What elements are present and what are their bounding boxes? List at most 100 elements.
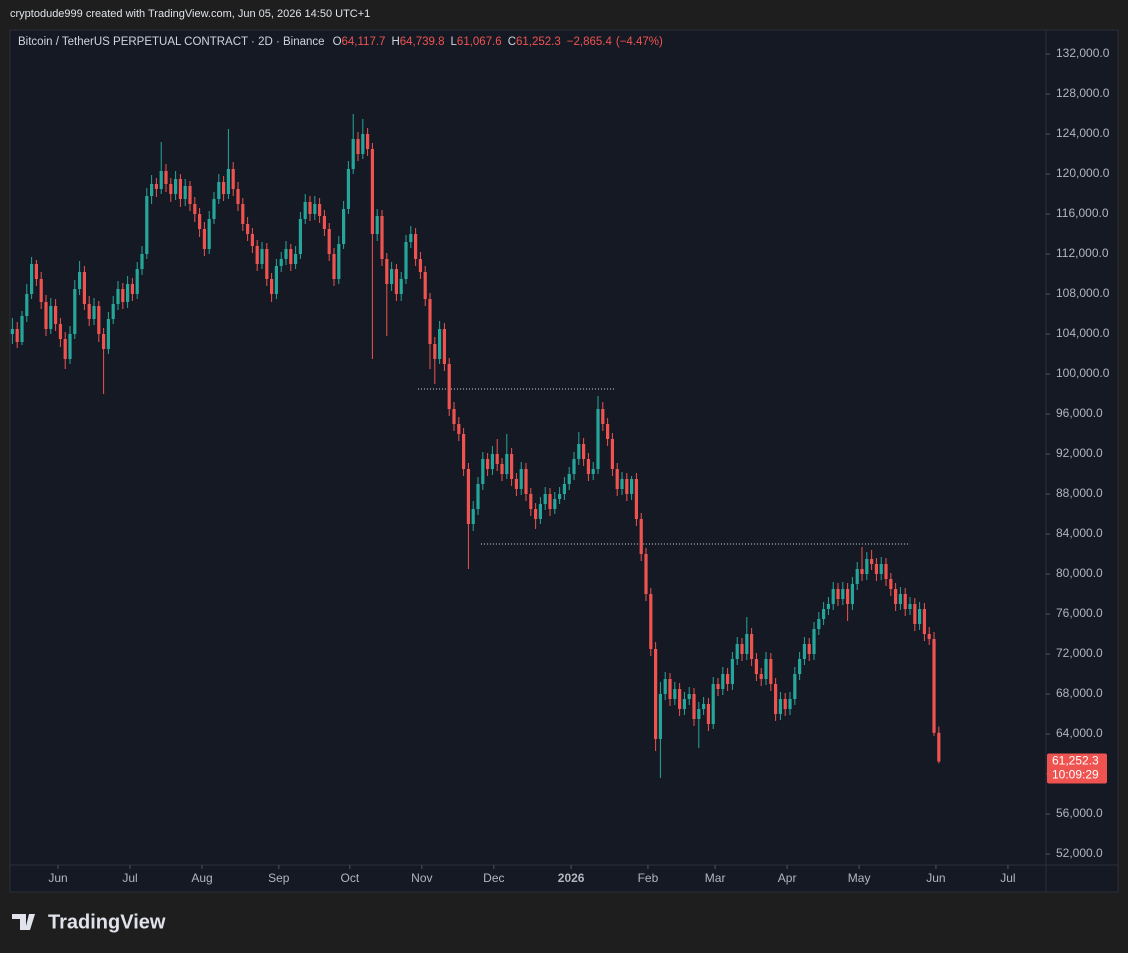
candle-body bbox=[140, 254, 144, 269]
legend-key: L bbox=[451, 36, 458, 48]
candle-body bbox=[610, 439, 615, 469]
candle-body bbox=[476, 484, 480, 509]
candle-body bbox=[582, 444, 586, 459]
candle-body bbox=[634, 479, 639, 519]
candle-body bbox=[894, 589, 898, 604]
candle-body bbox=[673, 689, 677, 699]
candle-body bbox=[730, 659, 735, 684]
y-tick-label: 132,000.0 bbox=[1056, 46, 1110, 60]
candle-body bbox=[519, 469, 523, 489]
candle-body bbox=[174, 179, 178, 194]
y-tick-label: 76,000.0 bbox=[1056, 606, 1103, 620]
candle-body bbox=[697, 709, 701, 719]
candle-body bbox=[836, 589, 840, 599]
header: cryptodude999 created with TradingView.c… bbox=[10, 8, 370, 20]
candle-body bbox=[750, 634, 754, 659]
candle-body bbox=[409, 234, 413, 242]
candle-body bbox=[202, 229, 207, 249]
candle-body bbox=[318, 204, 322, 216]
candle-body bbox=[606, 424, 610, 439]
candle-body bbox=[265, 249, 269, 279]
y-tick-label: 92,000.0 bbox=[1056, 446, 1103, 460]
candle-body bbox=[692, 694, 696, 719]
x-tick-label: Oct bbox=[341, 871, 360, 885]
x-tick-label: Mar bbox=[705, 871, 726, 885]
candle-body bbox=[538, 504, 543, 519]
candle-body bbox=[514, 479, 519, 489]
candle-body bbox=[471, 509, 475, 524]
candle-body bbox=[543, 494, 547, 504]
candle-body bbox=[337, 244, 341, 279]
candle-body bbox=[913, 604, 917, 624]
candle-body bbox=[15, 329, 19, 342]
candle-body bbox=[414, 234, 418, 259]
candle-body bbox=[361, 134, 365, 154]
candle-body bbox=[735, 644, 739, 659]
x-tick-label: Dec bbox=[483, 871, 504, 885]
candle-body bbox=[207, 219, 211, 249]
candle-body bbox=[54, 306, 58, 324]
candle-body bbox=[596, 409, 600, 469]
candle-body bbox=[841, 589, 845, 599]
candle-body bbox=[850, 584, 855, 604]
candle-body bbox=[932, 639, 936, 733]
candle-body bbox=[510, 454, 514, 479]
candle-body bbox=[687, 694, 691, 699]
candle-body bbox=[884, 564, 888, 579]
candle-body bbox=[490, 454, 495, 469]
candle-body bbox=[351, 139, 355, 169]
candle-body bbox=[193, 204, 197, 214]
candle-body bbox=[49, 306, 53, 329]
candle-body bbox=[918, 609, 922, 624]
candle-body bbox=[615, 469, 619, 489]
x-tick-label: Jul bbox=[1000, 871, 1015, 885]
legend-key: H bbox=[391, 36, 399, 48]
x-tick-label: Jun bbox=[926, 871, 945, 885]
candle-body bbox=[366, 134, 370, 149]
candle-body bbox=[294, 254, 298, 264]
candle-body bbox=[908, 604, 912, 609]
candle-body bbox=[327, 229, 331, 254]
candle-body bbox=[169, 184, 173, 194]
candle-body bbox=[826, 604, 831, 609]
candle-body bbox=[783, 699, 787, 709]
candle-body bbox=[68, 334, 72, 359]
candle-body bbox=[58, 324, 63, 339]
legend-value: 64,739.8 bbox=[400, 36, 445, 48]
y-tick-label: 56,000.0 bbox=[1056, 806, 1103, 820]
candle-body bbox=[322, 216, 327, 229]
candle-body bbox=[10, 329, 15, 334]
legend-value: 64,117.7 bbox=[342, 36, 386, 48]
candle-body bbox=[25, 294, 29, 316]
candle-body bbox=[466, 469, 471, 524]
candle-body bbox=[222, 182, 226, 194]
candle-body bbox=[601, 409, 605, 424]
price-tag bbox=[1047, 753, 1107, 784]
x-tick-label: Apr bbox=[778, 871, 797, 885]
candle-body bbox=[380, 216, 384, 259]
x-tick-label: Jun bbox=[48, 871, 67, 885]
legend-symbol: Bitcoin / TetherUS PERPETUAL CONTRACT · … bbox=[18, 36, 325, 48]
candle-body bbox=[663, 679, 667, 694]
candle-body bbox=[529, 494, 533, 509]
candle-body bbox=[846, 589, 850, 604]
candle-body bbox=[198, 214, 202, 229]
candle-body bbox=[807, 644, 811, 654]
candle-body bbox=[754, 659, 759, 674]
candle-body bbox=[226, 169, 231, 194]
candle-body bbox=[562, 484, 567, 494]
candle-body bbox=[303, 202, 307, 219]
candle-body bbox=[255, 246, 259, 264]
candle-body bbox=[500, 464, 504, 474]
candle-body bbox=[778, 699, 783, 714]
x-tick-label: Sep bbox=[268, 871, 290, 885]
y-tick-label: 64,000.0 bbox=[1056, 726, 1103, 740]
y-tick-label: 80,000.0 bbox=[1056, 566, 1103, 580]
candle-body bbox=[817, 619, 821, 629]
candle-body bbox=[154, 184, 159, 189]
candle-body bbox=[721, 674, 725, 689]
candle-body bbox=[812, 629, 816, 654]
y-tick-label: 120,000.0 bbox=[1056, 166, 1110, 180]
candle-body bbox=[558, 494, 562, 499]
